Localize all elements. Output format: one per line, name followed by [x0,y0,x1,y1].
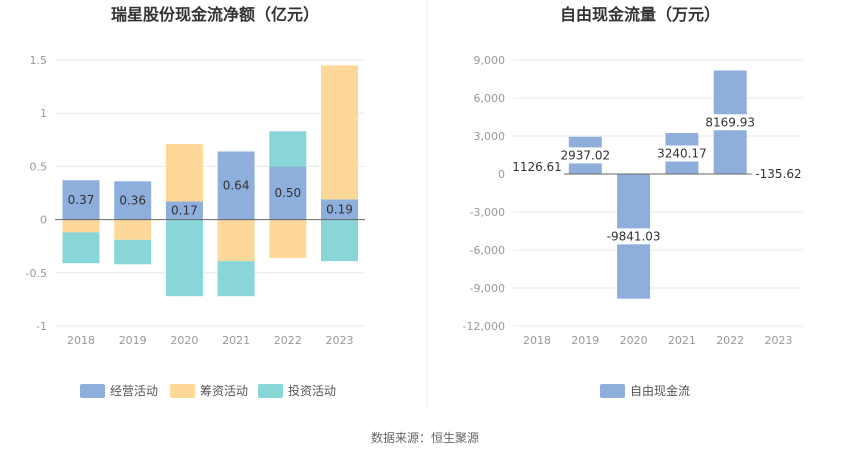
bar-financing [62,219,100,233]
data-label: -9841.03 [607,229,661,243]
free-cash-flow-chart: 自由现金流量（万元） -12,000 -9,000 -6,000 -3,000 0 3,0… [463,5,806,398]
y-tick-label: -3,000 [470,206,505,219]
y-tick-label: -1 [36,320,47,333]
bar-investing [217,261,255,297]
x-axis-ticks: 2018 2019 2020 2021 2022 2023 [523,334,793,347]
source-note: 数据来源：恒生聚源 [371,430,479,445]
grid-lines [513,59,803,327]
bar-investing [165,219,203,297]
y-tick-label: 3,000 [474,130,506,143]
bar-financing [269,219,307,258]
data-label: 3240.17 [657,146,707,160]
y-tick-label: 1.5 [30,54,48,67]
data-label: -135.62 [755,167,801,181]
x-tick-label: 2018 [523,334,551,347]
data-label-bg [272,185,303,201]
data-label: 0.37 [68,193,95,207]
data-label-bg [117,192,148,209]
data-label: 2937.02 [560,148,610,162]
data-label: 1126.61 [512,160,562,174]
x-tick-label: 2023 [326,334,354,347]
cash-flow-net-chart: 瑞星股份现金流净额（亿元） -1 -0.5 0 0.5 1 1.5 0.37 0.36 0.1… [26,5,365,398]
data-label-bg [66,191,96,208]
data-label-bg [324,201,355,218]
legend-swatch [600,384,625,398]
data-label: 0.17 [171,204,198,218]
data-label-bg [655,145,709,162]
x-tick-label: 2018 [67,334,95,347]
bar-investing [321,219,358,262]
data-label-bg [703,114,758,131]
y-axis-ticks: -12,000 -9,000 -6,000 -3,000 0 3,000 6,000 9,00… [463,54,505,333]
legend-swatch [170,384,195,398]
bar-financing [321,65,358,200]
x-tick-label: 2020 [620,334,648,347]
y-tick-label: -12,000 [463,320,505,333]
data-label: 0.19 [326,202,353,216]
legend-label: 经营活动 [110,384,158,398]
chart-title: 自由现金流量（万元） [560,5,720,24]
chart-title: 瑞星股份现金流净额（亿元） [111,5,319,24]
data-label-bg [751,166,806,182]
data-labels: 0.37 0.36 0.17 0.64 0.50 0.19 [66,177,355,219]
data-label: 8169.93 [705,115,755,129]
bar-financing [217,219,255,262]
data-label: 0.64 [223,179,250,193]
bars [62,65,358,297]
y-tick-label: 0 [40,214,47,227]
x-tick-label: 2021 [668,334,696,347]
y-tick-label: 9,000 [474,54,506,67]
y-tick-label: 6,000 [474,92,506,105]
bar-financing [114,219,152,240]
legend-label: 筹资活动 [200,384,248,398]
bar-financing [165,144,203,202]
y-tick-label: 0 [498,168,505,181]
grid-lines [55,59,365,327]
bar-investing [114,239,152,265]
y-axis-ticks: -1 -0.5 0 0.5 1 1.5 [26,54,47,333]
x-tick-label: 2022 [274,334,302,347]
data-label-bg [510,158,564,175]
bar-investing [62,232,100,264]
y-tick-label: 0.5 [30,160,48,173]
data-label-bg [221,177,252,194]
data-label: 0.36 [119,193,146,207]
x-tick-label: 2023 [765,334,793,347]
legend: 自由现金流 [600,383,690,398]
data-label-bg [169,202,200,219]
y-tick-label: 1 [40,107,47,120]
x-axis-ticks: 2018 2019 2020 2021 2022 2023 [67,334,354,347]
data-label-bg [558,147,613,164]
x-tick-label: 2020 [170,334,198,347]
legend: 经营活动 筹资活动 投资活动 [80,383,336,398]
x-tick-label: 2019 [119,334,147,347]
x-tick-label: 2021 [222,334,250,347]
bar-investing [269,131,307,167]
legend-label: 自由现金流 [630,383,690,398]
y-tick-label: -0.5 [26,267,47,280]
data-label-bg [603,228,665,245]
legend-swatch [80,384,105,398]
x-tick-label: 2019 [571,334,599,347]
legend-label: 投资活动 [288,383,336,398]
y-tick-label: -9,000 [470,282,505,295]
legend-swatch [258,384,283,398]
y-tick-label: -6,000 [470,244,505,257]
data-label: 0.50 [274,186,301,200]
x-tick-label: 2022 [716,334,744,347]
bars [520,70,795,299]
